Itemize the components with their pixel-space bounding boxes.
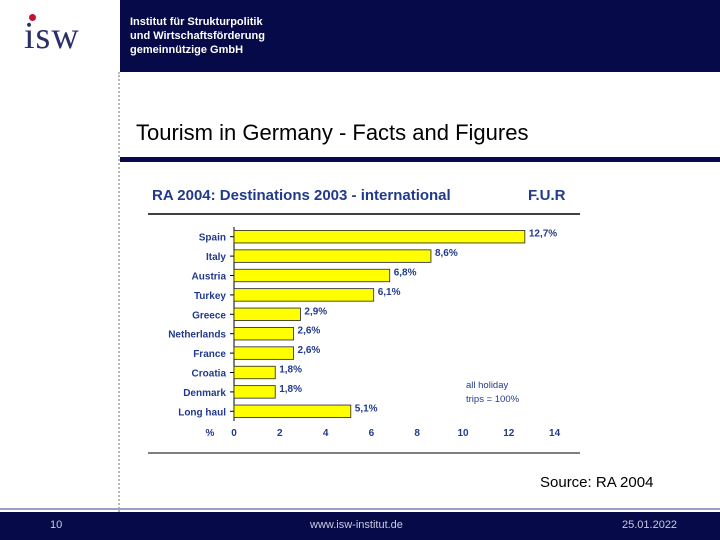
org-line-3: gemeinnützige GmbH xyxy=(130,44,244,56)
organization-name: Institut für Strukturpolitik und Wirtsch… xyxy=(130,15,265,57)
org-line-2: und Wirtschaftsförderung xyxy=(130,30,265,42)
x-tick-label: 12 xyxy=(503,428,515,439)
bar xyxy=(233,385,276,399)
page-title: Tourism in Germany - Facts and Figures xyxy=(136,120,529,145)
category-label: Italy xyxy=(206,252,226,263)
x-tick-label: 6 xyxy=(369,428,375,439)
page-number: 10 xyxy=(50,519,63,531)
chart-annotation-line-2: trips = 100% xyxy=(466,394,520,405)
value-label: 6,1% xyxy=(378,287,401,298)
bar xyxy=(233,365,276,380)
bar xyxy=(233,404,352,418)
bar-chart: RA 2004: Destinations 2003 - internation… xyxy=(148,187,580,454)
logo: isw xyxy=(0,0,120,72)
logo-dot-icon xyxy=(29,14,36,21)
x-tick-label: 14 xyxy=(549,428,561,439)
category-label: Croatia xyxy=(192,369,227,380)
value-label: 5,1% xyxy=(355,403,378,414)
x-tick-label: 0 xyxy=(231,428,237,439)
value-label: 8,6% xyxy=(435,248,458,259)
title-rule xyxy=(120,157,720,162)
x-tick-label: 10 xyxy=(457,428,469,439)
value-label: 2,6% xyxy=(298,326,321,337)
value-label: 6,8% xyxy=(394,268,417,279)
bar xyxy=(233,230,526,244)
logo-wordmark: isw xyxy=(24,15,80,57)
footer-url[interactable]: www.isw-institut.de xyxy=(310,519,403,531)
footer-rule xyxy=(0,508,720,510)
x-tick-label: 2 xyxy=(277,428,283,439)
category-label: Turkey xyxy=(194,291,226,302)
bar xyxy=(233,307,301,321)
category-label: Denmark xyxy=(183,388,226,399)
category-label: Austria xyxy=(192,272,227,283)
bar xyxy=(233,288,375,302)
value-label: 2,9% xyxy=(304,306,327,317)
value-label: 12,7% xyxy=(529,229,557,240)
category-label: Netherlands xyxy=(168,330,226,341)
bar xyxy=(233,249,432,263)
footer xyxy=(0,512,720,540)
chart-source-tag: F.U.R xyxy=(528,187,566,204)
category-label: Spain xyxy=(199,233,226,244)
x-tick-label: 8 xyxy=(414,428,420,439)
category-label: France xyxy=(193,349,226,360)
bar xyxy=(233,268,391,283)
chart-annotation-line-1: all holiday xyxy=(466,380,508,391)
x-tick-label: 4 xyxy=(323,428,329,439)
dotted-divider xyxy=(118,72,120,512)
source-note: Source: RA 2004 xyxy=(540,474,654,491)
value-label: 1,8% xyxy=(279,365,302,376)
bar xyxy=(233,346,294,360)
chart-title: RA 2004: Destinations 2003 - internation… xyxy=(152,187,451,204)
bar xyxy=(233,327,294,341)
value-label: 2,6% xyxy=(298,345,321,356)
footer-date: 25.01.2022 xyxy=(622,519,678,531)
header-band xyxy=(120,0,720,72)
header: isw Institut für Strukturpolitik und Wir… xyxy=(0,0,720,72)
category-label: Greece xyxy=(192,310,226,321)
org-line-1: Institut für Strukturpolitik xyxy=(130,16,263,28)
value-label: 1,8% xyxy=(279,384,302,395)
category-label: Long haul xyxy=(178,407,226,418)
x-axis-unit-label: % xyxy=(206,428,215,439)
